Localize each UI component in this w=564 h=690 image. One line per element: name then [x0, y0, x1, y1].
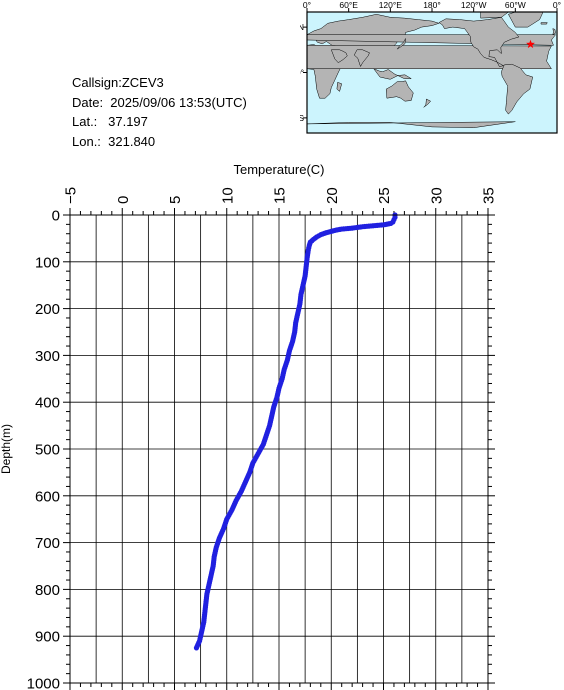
- map-lon-label: 0°: [553, 0, 561, 10]
- map-lon-label: 60°W: [505, 0, 526, 10]
- y-tick-label: 400: [35, 395, 60, 412]
- map-lon-label: 60°E: [339, 0, 358, 10]
- y-tick-label: 200: [35, 301, 60, 318]
- y-tick-label: 900: [35, 629, 60, 646]
- landmass-japan: [397, 38, 406, 50]
- map-lat-label: 60°S: [300, 113, 304, 123]
- map-lon-label: 0°: [303, 0, 311, 10]
- callsign-text: Callsign:ZCEV3: [72, 75, 164, 90]
- y-tick-label: 500: [35, 442, 60, 459]
- station-marker-icon: [526, 39, 535, 49]
- date-text: Date: 2025/09/06 13:53(UTC): [72, 94, 247, 110]
- x-tick-label: 20: [324, 187, 341, 204]
- location-map: 0° 60°E 120°E 180° 120°W 60°W 0° 60°N 0° 60°S: [300, 0, 561, 134]
- y-tick-label: 800: [35, 582, 60, 599]
- map-lat-label: 60°N: [300, 22, 304, 32]
- y-axis-label: Depth(m): [0, 424, 13, 474]
- landmass-uk: [552, 28, 556, 36]
- map-lon-label: 120°E: [379, 0, 403, 10]
- landmass-arabia: [330, 49, 348, 64]
- landmass-north-america: [438, 17, 520, 67]
- y-tick-label: 100: [35, 254, 60, 271]
- latitude-text: Lat.: 37.197: [72, 114, 148, 130]
- landmass-madagascar: [336, 81, 343, 92]
- map-lon-label: 120°W: [461, 0, 487, 10]
- x-axis-label: Temperature(C): [233, 162, 324, 177]
- chart-ticks: −5 0 5 10 15 20 25 30 35010020030040050060070080…: [27, 187, 498, 690]
- x-tick-label: 30: [428, 187, 445, 204]
- profile-points: [193, 212, 398, 651]
- landmass-new-zealand: [423, 98, 432, 108]
- landmass-india: [353, 49, 370, 68]
- map-lat-label: 0°: [300, 68, 304, 78]
- x-tick-label: −5: [63, 187, 80, 204]
- longitude-text: Lon.: 321.840: [72, 133, 156, 149]
- landmass-indonesia: [372, 68, 413, 80]
- x-tick-label: 15: [272, 187, 289, 204]
- x-tick-label: 25: [376, 187, 393, 204]
- y-tick-label: 0: [52, 208, 60, 225]
- y-tick-label: 1000: [27, 676, 60, 690]
- landmass-australia: [385, 80, 414, 102]
- x-tick-label: 5: [167, 196, 184, 204]
- x-tick-label: 35: [481, 187, 498, 204]
- plot-frame: [69, 214, 489, 684]
- x-tick-label: 0: [115, 196, 132, 204]
- landmass-south-america: [501, 63, 533, 115]
- map-lon-label: 180°: [423, 0, 441, 10]
- y-tick-label: 700: [35, 535, 60, 552]
- profile-point: [193, 645, 200, 651]
- x-tick-label: 10: [219, 187, 236, 204]
- y-tick-label: 300: [35, 348, 60, 365]
- station-info: Callsign:ZCEV3 Date: 2025/09/06 13:53(UT…: [72, 73, 247, 151]
- chart-grid: [69, 214, 489, 684]
- landmass-iceland: [540, 22, 548, 25]
- y-tick-label: 600: [35, 488, 60, 505]
